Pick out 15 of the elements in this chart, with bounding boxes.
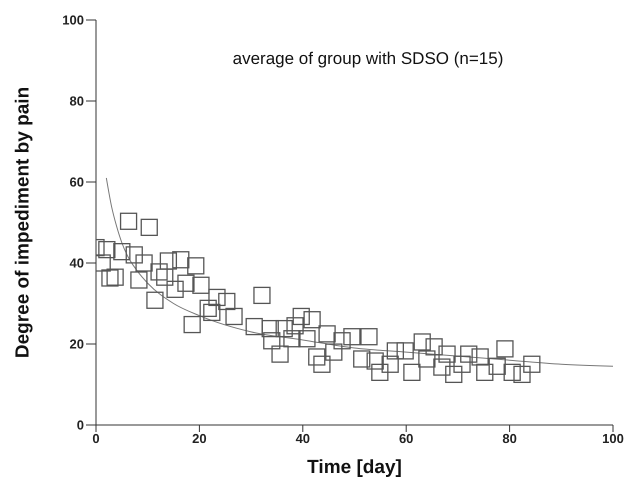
y-tick-label: 0 (76, 418, 84, 433)
x-tick-label: 0 (92, 431, 100, 446)
text: average of group with SDSO (n=15) (232, 49, 504, 68)
y-tick-label: 60 (70, 174, 84, 190)
y-tick-label: 100 (62, 12, 84, 28)
x-tick-label: 40 (296, 431, 310, 446)
y-tick-label: 40 (70, 256, 84, 271)
y-tick-label: 20 (70, 336, 84, 352)
x-tick-label: 100 (602, 431, 624, 446)
x-tick-label: 80 (502, 431, 517, 446)
x-tick-label: 60 (398, 431, 414, 446)
x-tick-label: 20 (192, 431, 207, 446)
y-axis-title: Degree of impediment by pain (12, 86, 34, 358)
x-axis-title: Time [day] (307, 457, 402, 478)
y-tick-label: 80 (70, 94, 84, 109)
